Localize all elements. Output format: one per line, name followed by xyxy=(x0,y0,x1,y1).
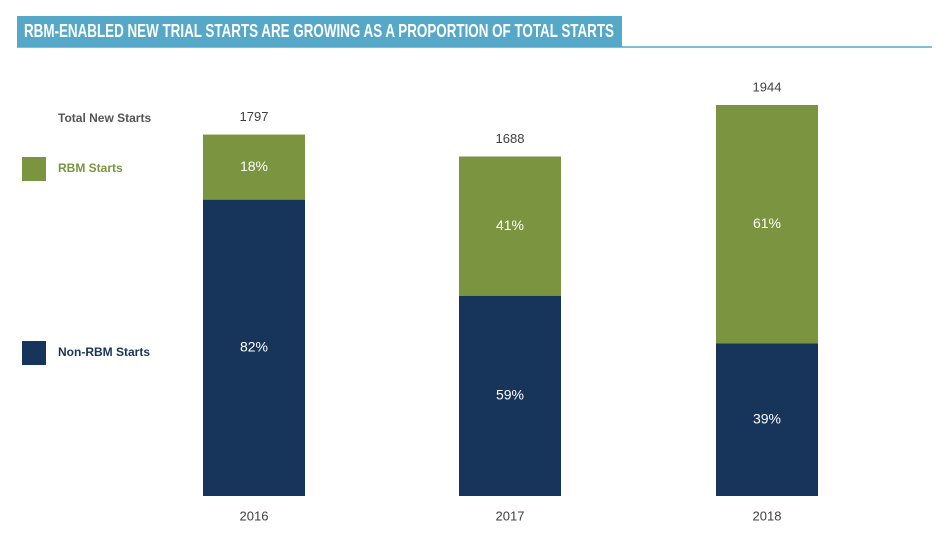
bar-segment xyxy=(459,295,561,496)
value-label: 41% xyxy=(496,217,524,233)
total-label: 1797 xyxy=(240,109,269,124)
x-tick-label: 2016 xyxy=(240,508,269,523)
x-tick-label: 2017 xyxy=(496,508,525,523)
bar-segment xyxy=(716,343,818,496)
value-label: 61% xyxy=(753,215,781,231)
value-label: 18% xyxy=(240,158,268,174)
bar-segment xyxy=(203,134,305,200)
legend-label: Non-RBM Starts xyxy=(58,345,150,359)
totals-label: Total New Starts xyxy=(58,111,151,125)
legend-swatch xyxy=(22,157,46,181)
title-banner xyxy=(17,16,622,47)
bar-segment xyxy=(716,105,818,344)
value-label: 82% xyxy=(240,339,268,355)
legend-label: RBM Starts xyxy=(58,161,123,175)
legend-swatch xyxy=(22,341,46,365)
value-label: 59% xyxy=(496,387,524,403)
value-label: 39% xyxy=(753,410,781,426)
bar-segment xyxy=(459,156,561,296)
chart-title: RBM-ENABLED NEW TRIAL STARTS ARE GROWING… xyxy=(24,21,614,41)
total-label: 1688 xyxy=(496,131,525,146)
x-tick-label: 2018 xyxy=(753,508,782,523)
bar-segment xyxy=(203,199,305,496)
total-label: 1944 xyxy=(753,79,782,94)
